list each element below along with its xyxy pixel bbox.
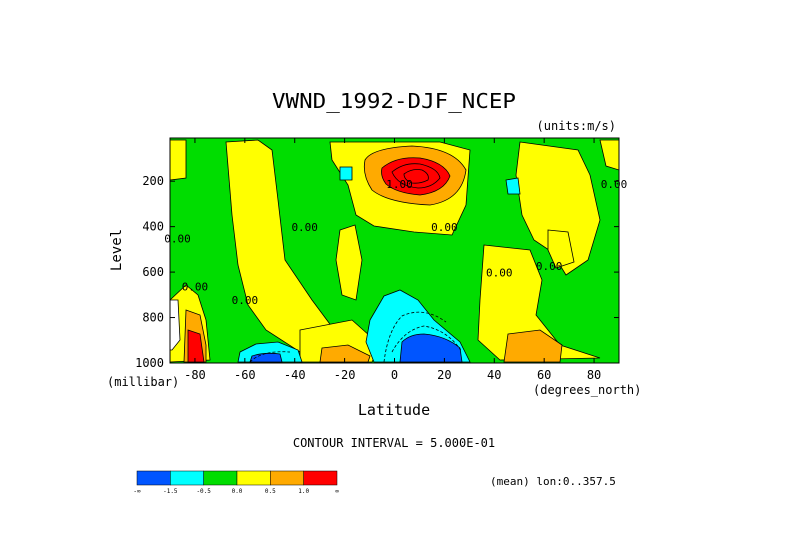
negative-contour-line-1 <box>383 311 447 363</box>
contour-label: 0.00 <box>486 267 513 280</box>
x-tick-label: -60 <box>234 368 256 382</box>
colorbar-swatch <box>303 470 338 486</box>
y-tick-label: 400 <box>142 220 164 234</box>
contour-label: 1.00 <box>386 178 413 191</box>
y-tick-label: 800 <box>142 311 164 325</box>
negative-band-small-nh <box>505 177 521 195</box>
colorbar-swatch <box>236 470 271 486</box>
colorbar-swatch <box>136 470 171 486</box>
colorbar-label: -∞ <box>133 488 141 495</box>
positive-band-nh <box>515 141 601 276</box>
colorbar-label: -1.5 <box>163 488 178 495</box>
colorbar-label: 1.0 <box>298 488 309 495</box>
negative-band-small-upper <box>339 166 353 181</box>
x-tick-label: -40 <box>284 368 306 382</box>
colorbar-label: 0.0 <box>232 488 243 495</box>
colorbar-swatch <box>170 470 204 486</box>
jet-contour-ring-1 <box>403 169 429 184</box>
missing-data-pole <box>169 299 181 351</box>
band-neg15-sh <box>249 352 283 363</box>
colorbar-swatch <box>203 470 238 486</box>
contour-label: 0.00 <box>536 260 563 273</box>
y-unit-label: (millibar) <box>107 375 179 389</box>
negative-contour-line-2 <box>249 351 291 363</box>
contour-label: 0.00 <box>232 294 259 307</box>
contour-label: 0.00 <box>431 221 458 234</box>
positive-band-sh-upper <box>335 224 363 301</box>
y-tick-label: 1000 <box>135 356 164 370</box>
positive-band-top-left <box>169 139 187 181</box>
x-axis: -80 -60 -40 -20 0 20 40 60 80 <box>184 138 601 382</box>
x-unit-label: (degrees_north) <box>533 383 641 397</box>
colorbar-label: ∞ <box>335 488 339 495</box>
field-contours <box>169 138 620 363</box>
colorbar-label: 0.5 <box>265 488 276 495</box>
positive-band-nh-lower <box>477 244 601 361</box>
x-axis-label: Latitude <box>358 401 430 419</box>
contour-labels: 1.00 0.00 0.00 0.00 0.00 0.00 0.00 0.00 0.00 <box>164 178 627 307</box>
band-10-sh-pole <box>187 329 205 363</box>
contour-label: 0.00 <box>182 280 209 293</box>
y-axis-label: Level <box>109 229 125 271</box>
x-tick-label: -80 <box>184 368 206 382</box>
x-tick-label: 20 <box>437 368 451 382</box>
contour-label: 0.00 <box>601 178 628 191</box>
mean-text: (mean) lon:0..357.5 <box>490 475 616 488</box>
x-tick-label: 0 <box>391 368 398 382</box>
band-neg15-equator <box>399 333 463 363</box>
colorbar-swatch <box>270 470 304 486</box>
y-tick-label: 600 <box>142 265 164 279</box>
x-tick-label: 80 <box>587 368 601 382</box>
units-label: (units:m/s) <box>537 119 616 133</box>
x-tick-label: 60 <box>537 368 551 382</box>
x-tick-label: 40 <box>487 368 501 382</box>
x-tick-label: -20 <box>334 368 356 382</box>
colorbar: -∞ -1.5 -0.5 0.0 0.5 1.0 ∞ <box>133 470 339 495</box>
y-axis: 200 400 600 800 1000 <box>135 174 619 370</box>
band-05-sh-surface <box>319 344 371 363</box>
contour-interval-text: CONTOUR INTERVAL = 5.000E-01 <box>293 436 495 450</box>
contour-label: 0.00 <box>291 221 318 234</box>
colorbar-label: -0.5 <box>196 488 211 495</box>
jet-contour-ring-0 <box>391 163 441 189</box>
y-tick-label: 200 <box>142 174 164 188</box>
band-05-nh-surface <box>503 329 563 363</box>
positive-band-nh-patch <box>547 229 575 269</box>
band-10-jet <box>381 157 451 196</box>
contour-label: 0.00 <box>164 233 191 246</box>
negative-contour-line-0 <box>391 325 463 353</box>
chart-title: VWND_1992-DJF_NCEP <box>272 89 516 113</box>
